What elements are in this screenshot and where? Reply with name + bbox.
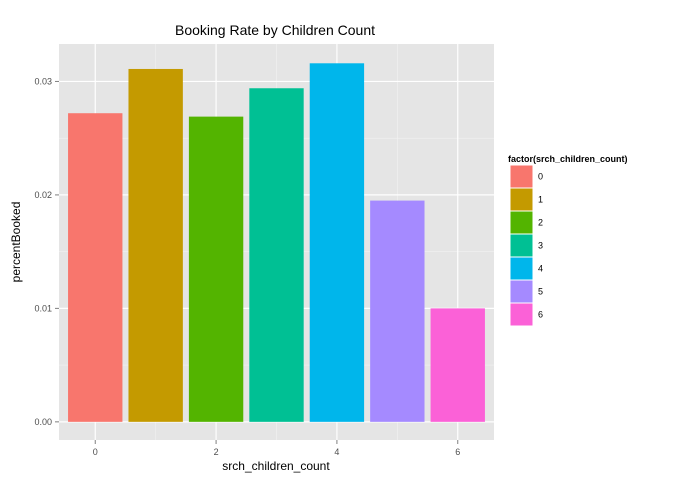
x-tick-label: 0 (93, 447, 98, 457)
legend-label-2: 2 (538, 218, 543, 228)
legend-label-4: 4 (538, 264, 543, 274)
legend-title: factor(srch_children_count) (508, 154, 628, 164)
bar-1 (128, 68, 183, 422)
y-axis-title: percentBooked (9, 202, 23, 283)
bar-3 (249, 88, 304, 422)
y-tick-label: 0.02 (34, 190, 52, 200)
x-tick-label: 2 (214, 447, 219, 457)
legend-label-1: 1 (538, 195, 543, 205)
y-tick-label: 0.03 (34, 76, 52, 86)
legend: factor(srch_children_count) 0 1 2 3 4 5 6 (508, 154, 628, 327)
legend-label-3: 3 (538, 241, 543, 251)
legend-swatch-1 (510, 188, 533, 211)
y-tick-label: 0.00 (34, 417, 52, 427)
legend-swatch-4 (510, 257, 533, 280)
chart-title: Booking Rate by Children Count (175, 22, 375, 38)
bars (68, 63, 485, 422)
bar-0 (68, 113, 123, 422)
legend-swatch-6 (510, 303, 533, 326)
bar-6 (430, 308, 485, 422)
legend-label-5: 5 (538, 287, 543, 297)
bar-5 (370, 200, 425, 422)
legend-swatch-3 (510, 234, 533, 257)
x-tick-label: 6 (455, 447, 460, 457)
x-tick-label: 4 (334, 447, 339, 457)
legend-label-6: 6 (538, 310, 543, 320)
legend-swatch-2 (510, 211, 533, 234)
x-axis: 0 2 4 6 (93, 440, 460, 457)
legend-items: 0 1 2 3 4 5 6 (509, 164, 543, 327)
bar-4 (309, 63, 365, 422)
legend-swatch-0 (510, 165, 533, 188)
y-tick-label: 0.01 (34, 303, 52, 313)
bar-2 (188, 116, 244, 422)
legend-swatch-5 (510, 280, 533, 303)
x-axis-title: srch_children_count (222, 459, 330, 473)
y-axis: 0.00 0.01 0.02 0.03 (34, 76, 59, 427)
legend-label-0: 0 (538, 172, 543, 182)
